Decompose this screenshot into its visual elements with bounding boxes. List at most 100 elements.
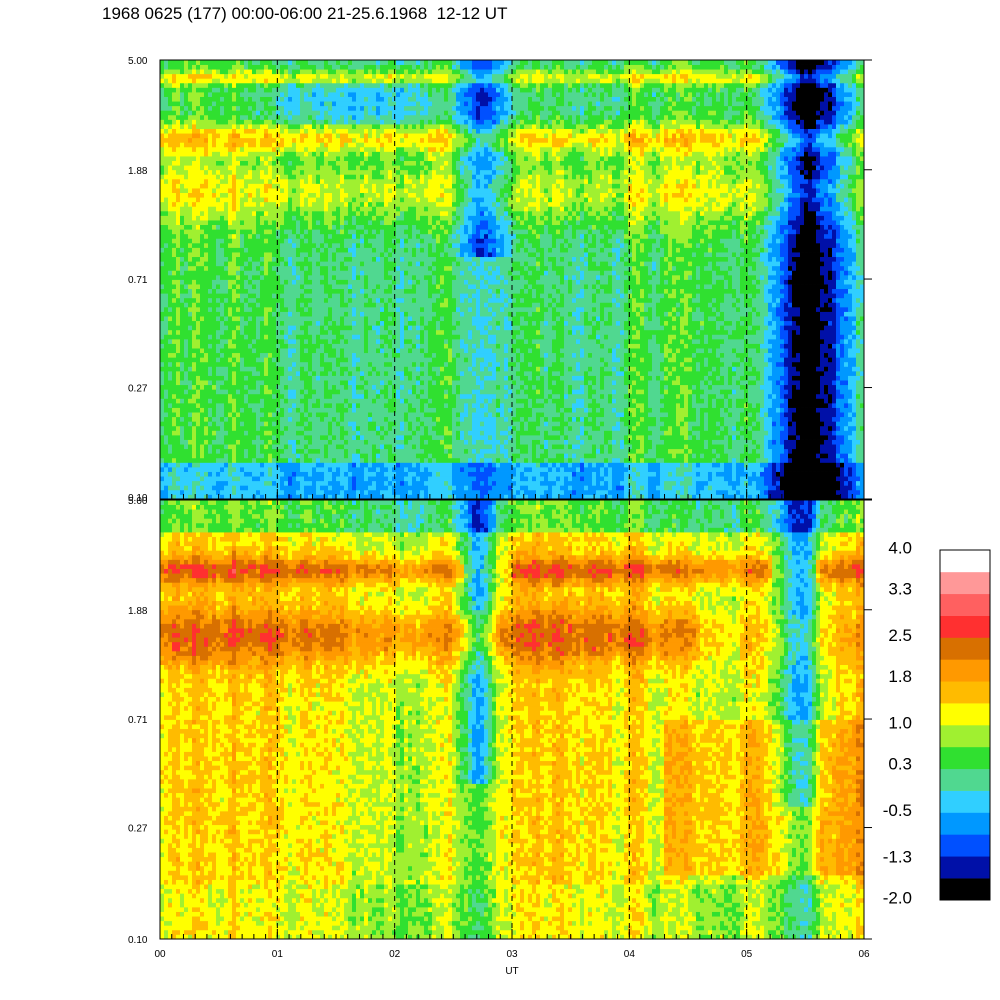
heatmap-cell <box>160 302 165 308</box>
heatmap-cell <box>184 284 189 290</box>
heatmap-cell <box>252 242 257 248</box>
heatmap-cell <box>160 247 165 253</box>
heatmap-cell <box>336 165 341 171</box>
heatmap-cell <box>192 448 197 454</box>
heatmap-cell <box>336 201 341 207</box>
heatmap-cell <box>328 370 333 376</box>
heatmap-cell <box>220 334 225 340</box>
heatmap-cell <box>256 416 261 422</box>
heatmap-cell <box>336 361 341 367</box>
heatmap-cell <box>352 325 357 331</box>
heatmap-cell <box>336 462 341 468</box>
heatmap-cell <box>328 146 333 152</box>
heatmap-cell <box>224 151 229 157</box>
heatmap-cell <box>296 124 301 129</box>
heatmap-cell <box>160 393 165 399</box>
heatmap-cell <box>356 466 361 472</box>
heatmap-cell <box>260 192 265 198</box>
heatmap-cell <box>196 178 201 184</box>
heatmap-cell <box>172 252 177 258</box>
heatmap-cell <box>256 261 261 267</box>
heatmap-cell <box>344 430 349 436</box>
heatmap-cell <box>168 288 173 294</box>
heatmap-cell <box>208 412 213 418</box>
heatmap-cell <box>280 366 285 372</box>
heatmap-cell <box>164 78 169 84</box>
heatmap-cell <box>180 430 185 436</box>
heatmap-cell <box>264 192 269 198</box>
heatmap-cell <box>340 133 345 139</box>
heatmap-cell <box>292 220 297 226</box>
heatmap-cell <box>200 357 205 363</box>
heatmap-cell <box>256 242 261 248</box>
heatmap-cell <box>160 133 165 139</box>
heatmap-cell <box>192 375 197 381</box>
heatmap-cell <box>200 197 205 203</box>
heatmap-cell <box>240 92 245 97</box>
heatmap-cell <box>196 284 201 290</box>
heatmap-cell <box>256 165 261 171</box>
heatmap-cell <box>260 462 265 468</box>
heatmap-cell <box>200 325 205 331</box>
heatmap-cell <box>352 279 357 285</box>
heatmap-cell <box>300 87 305 93</box>
heatmap-cell <box>316 206 321 212</box>
heatmap-cell <box>172 105 177 111</box>
heatmap-cell <box>216 466 221 472</box>
heatmap-cell <box>332 398 337 404</box>
heatmap-cell <box>176 334 181 340</box>
heatmap-cell <box>216 476 221 482</box>
heatmap-cell <box>200 348 205 354</box>
heatmap-cell <box>300 233 305 239</box>
heatmap-cell <box>200 92 205 97</box>
heatmap-cell <box>252 142 257 148</box>
heatmap-cell <box>216 119 221 125</box>
heatmap-cell <box>312 357 317 363</box>
heatmap-cell <box>188 233 193 239</box>
heatmap-cell <box>312 448 317 454</box>
heatmap-cell <box>356 357 361 363</box>
heatmap-cell <box>216 485 221 491</box>
heatmap-cell <box>252 471 257 477</box>
heatmap-cell <box>260 201 265 207</box>
heatmap-cell <box>300 448 305 454</box>
heatmap-cell <box>328 306 333 312</box>
heatmap-cell <box>352 370 357 376</box>
heatmap-cell <box>160 485 165 491</box>
heatmap-cell <box>344 480 349 486</box>
heatmap-cell <box>292 329 297 335</box>
heatmap-cell <box>276 434 281 440</box>
heatmap-cell <box>176 110 181 116</box>
heatmap-cell <box>320 133 325 139</box>
heatmap-cell <box>352 448 357 454</box>
heatmap-cell <box>184 329 189 335</box>
heatmap-cell <box>304 124 309 129</box>
heatmap-cell <box>284 261 289 267</box>
heatmap-cell <box>256 462 261 468</box>
heatmap-cell <box>276 288 281 294</box>
heatmap-cell <box>272 224 277 230</box>
heatmap-cell <box>244 480 249 486</box>
heatmap-cell <box>272 425 277 431</box>
heatmap-cell <box>292 494 297 500</box>
heatmap-cell <box>200 284 205 290</box>
heatmap-cell <box>328 92 333 97</box>
heatmap-cell <box>312 105 317 111</box>
heatmap-cell <box>364 297 369 303</box>
heatmap-cell <box>196 370 201 376</box>
heatmap-cell <box>332 192 337 198</box>
heatmap-cell <box>348 380 353 386</box>
heatmap-cell <box>232 206 237 212</box>
heatmap-cell <box>296 476 301 482</box>
heatmap-cell <box>284 256 289 262</box>
heatmap-cell <box>308 165 313 171</box>
heatmap-cell <box>348 485 353 491</box>
heatmap-cell <box>264 476 269 482</box>
heatmap-cell <box>240 242 245 248</box>
heatmap-cell <box>308 306 313 312</box>
heatmap-cell <box>348 220 353 226</box>
heatmap-cell <box>340 439 345 445</box>
heatmap-cell <box>164 444 169 450</box>
heatmap-cell <box>228 60 233 65</box>
heatmap-cell <box>272 338 277 344</box>
